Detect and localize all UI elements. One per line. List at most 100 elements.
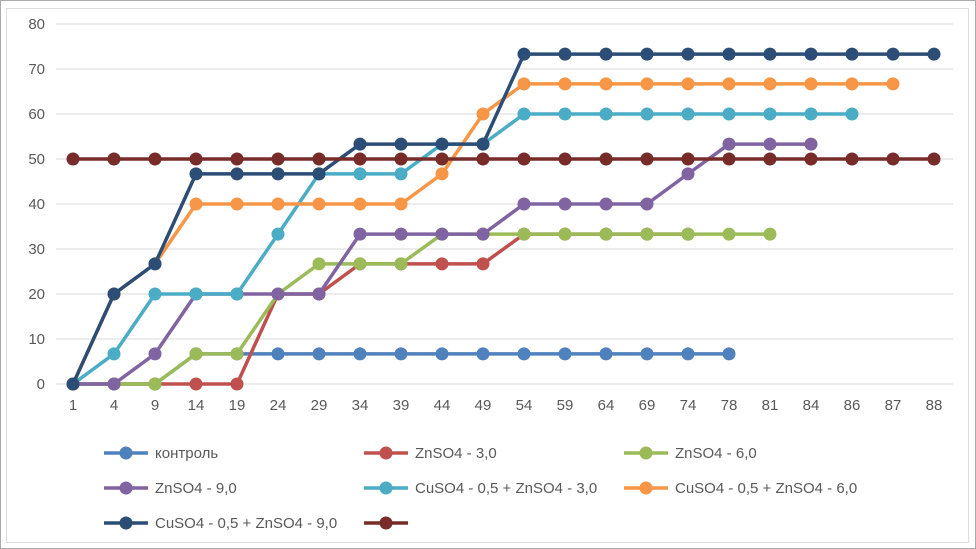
- data-point: [599, 107, 613, 121]
- data-point: [148, 287, 162, 301]
- data-point: [558, 227, 572, 241]
- y-axis-tick-label: 10: [28, 331, 45, 348]
- data-point: [66, 152, 80, 166]
- data-point: [681, 47, 695, 61]
- legend-dot-marker: [379, 481, 393, 495]
- x-axis-tick-label: 64: [598, 397, 615, 414]
- data-point: [640, 47, 654, 61]
- data-point: [230, 152, 244, 166]
- data-point: [394, 347, 408, 361]
- data-point: [763, 107, 777, 121]
- data-point: [558, 47, 572, 61]
- data-point: [353, 347, 367, 361]
- x-axis-tick-label: 81: [762, 397, 779, 414]
- data-point: [804, 107, 818, 121]
- data-point: [640, 347, 654, 361]
- data-point: [640, 107, 654, 121]
- legend-dot-marker: [639, 446, 653, 460]
- data-point: [599, 197, 613, 211]
- legend-item-1[interactable]: ZnSO4 - 3,0: [364, 445, 497, 462]
- data-point: [517, 77, 531, 91]
- legend-label: контроль: [155, 445, 218, 462]
- data-point: [804, 137, 818, 151]
- data-point: [230, 287, 244, 301]
- x-axis-tick-label: 44: [434, 397, 451, 414]
- data-point: [435, 347, 449, 361]
- data-point: [230, 347, 244, 361]
- x-axis-tick-label: 87: [885, 397, 902, 414]
- x-axis-tick-label: 74: [680, 397, 697, 414]
- data-point: [435, 167, 449, 181]
- data-point: [271, 167, 285, 181]
- data-point: [804, 152, 818, 166]
- legend-dot-marker: [379, 516, 393, 530]
- data-point: [312, 197, 326, 211]
- x-axis-tick-label: 86: [844, 397, 861, 414]
- data-point: [804, 47, 818, 61]
- data-point: [517, 107, 531, 121]
- data-point: [107, 152, 121, 166]
- data-point: [148, 257, 162, 271]
- data-point: [230, 197, 244, 211]
- data-point: [271, 347, 285, 361]
- x-axis-tick-label: 39: [393, 397, 410, 414]
- data-point: [312, 167, 326, 181]
- x-axis-tick-label: 4: [110, 397, 118, 414]
- data-point: [271, 227, 285, 241]
- data-point: [312, 287, 326, 301]
- legend-item-5[interactable]: CuSO4 - 0,5 + ZnSO4 - 6,0: [624, 480, 857, 497]
- data-point: [271, 287, 285, 301]
- data-point: [722, 47, 736, 61]
- data-point: [886, 152, 900, 166]
- data-point: [312, 257, 326, 271]
- legend-dot-marker: [119, 516, 133, 530]
- data-point: [435, 257, 449, 271]
- data-point: [681, 227, 695, 241]
- legend-item-7[interactable]: [364, 516, 408, 530]
- data-point: [312, 347, 326, 361]
- data-point: [927, 47, 941, 61]
- data-point: [148, 377, 162, 391]
- x-axis-tick-label: 69: [639, 397, 656, 414]
- data-point: [886, 47, 900, 61]
- data-point: [394, 137, 408, 151]
- data-point: [681, 167, 695, 181]
- data-point: [66, 377, 80, 391]
- legend-dot-marker: [119, 481, 133, 495]
- legend-item-2[interactable]: ZnSO4 - 6,0: [624, 445, 757, 462]
- legend-dot-marker: [119, 446, 133, 460]
- data-point: [189, 287, 203, 301]
- data-point: [722, 152, 736, 166]
- data-point: [435, 227, 449, 241]
- legend-item-3[interactable]: ZnSO4 - 9,0: [104, 480, 237, 497]
- data-point: [394, 167, 408, 181]
- x-axis-tick-label: 14: [188, 397, 205, 414]
- data-point: [845, 152, 859, 166]
- data-point: [599, 152, 613, 166]
- x-axis-tick-label: 84: [803, 397, 820, 414]
- data-point: [927, 152, 941, 166]
- data-point: [722, 347, 736, 361]
- legend-item-0[interactable]: контроль: [104, 445, 218, 462]
- data-point: [189, 167, 203, 181]
- legend-label: ZnSO4 - 6,0: [675, 445, 757, 462]
- legend-label: CuSO4 - 0,5 + ZnSO4 - 9,0: [155, 515, 337, 532]
- data-point: [394, 197, 408, 211]
- data-point: [107, 347, 121, 361]
- x-axis-tick-label: 19: [229, 397, 246, 414]
- legend-item-4[interactable]: CuSO4 - 0,5 + ZnSO4 - 3,0: [364, 480, 597, 497]
- data-point: [722, 227, 736, 241]
- data-point: [681, 107, 695, 121]
- series-line-2: [71, 232, 772, 386]
- data-point: [640, 227, 654, 241]
- data-point: [804, 77, 818, 91]
- legend-label: CuSO4 - 0,5 + ZnSO4 - 3,0: [415, 480, 597, 497]
- legend-dot-marker: [639, 481, 653, 495]
- data-point: [394, 227, 408, 241]
- data-point: [271, 197, 285, 211]
- x-axis-tick-label: 34: [352, 397, 369, 414]
- x-axis-tick-label: 49: [475, 397, 492, 414]
- legend-item-6[interactable]: CuSO4 - 0,5 + ZnSO4 - 9,0: [104, 515, 337, 532]
